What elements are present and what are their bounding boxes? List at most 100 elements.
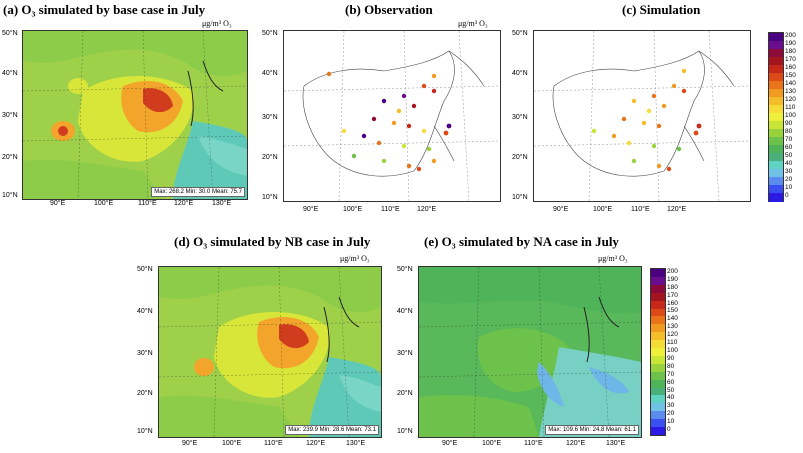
colorbar-tick-label: 200 <box>667 267 678 275</box>
colorbar-tick-label: 140 <box>785 80 796 87</box>
colorbar-tick-label: 150 <box>667 307 678 315</box>
colorbar-tick-label: 80 <box>667 362 675 370</box>
lat-label: 20°N <box>137 390 153 397</box>
panel-c-title: (c) Simulation <box>622 2 701 17</box>
panel-e-lon-labels: 90°E 100°E 110°E 120°E 130°E <box>418 440 640 450</box>
colorbar-tick-label: 150 <box>785 72 796 79</box>
colorbar-tick-label: 100 <box>667 347 678 354</box>
lat-label: 20°N <box>512 154 528 161</box>
colorbar-tick-label: 20 <box>785 176 793 183</box>
colorbar-swatch <box>651 371 665 381</box>
lon-label: 90°E <box>182 440 198 447</box>
colorbar-swatch <box>651 292 665 302</box>
panel-e-title: (e) O₃ simulated by NA case in July <box>424 234 619 249</box>
panel-d-lon-labels: 90°E 100°E 110°E 120°E 130°E <box>158 440 380 450</box>
lon-label: 110°E <box>524 440 543 447</box>
colorbar-bottom-swatches <box>651 269 665 436</box>
colorbar-tick-label: 0 <box>667 426 671 434</box>
panel-a-lat-labels: 50°N 40°N 30°N 20°N 10°N <box>2 30 22 199</box>
panel-d-title: (d) O₃ simulated by NB case in July <box>174 234 371 249</box>
colorbar-tick-label: 110 <box>667 339 678 347</box>
colorbar-swatch <box>769 193 783 202</box>
colorbar-swatch <box>769 57 783 66</box>
colorbar-tick-label: 0 <box>785 192 789 199</box>
colorbar-swatch <box>769 81 783 90</box>
colorbar-swatch <box>769 49 783 58</box>
colorbar-swatch <box>651 395 665 404</box>
colorbar-swatch <box>769 97 783 106</box>
panel-c-lat-labels: 50°N 40°N 30°N 20°N 10°N <box>512 30 532 201</box>
colorbar-swatch <box>651 411 665 420</box>
colorbar-swatch <box>651 332 665 341</box>
colorbar-bottom-labels: 200 190 180 170 160 150 140 130 120 110 100 90 80 70 6… <box>667 268 685 434</box>
colorbar-tick-label: 170 <box>785 56 796 63</box>
lat-label: 10°N <box>262 194 278 201</box>
panel-b-observation-map <box>284 31 500 201</box>
colorbar-swatch <box>651 427 665 436</box>
lon-label: 130°E <box>346 440 366 447</box>
colorbar-top <box>768 32 784 202</box>
colorbar-swatch <box>651 308 665 317</box>
colorbar-swatch <box>651 363 665 373</box>
colorbar-tick-label: 60 <box>785 144 793 151</box>
lon-label: 130°E <box>606 440 626 447</box>
lon-label: 120°E <box>667 206 687 213</box>
panel-a-map: Max: 268.2 Min: 30.0 Mean: 75.7 <box>22 30 248 200</box>
lat-label: 40°N <box>2 70 18 77</box>
lon-label: 100°E <box>94 200 114 207</box>
panel-a-stats: Max: 268.2 Min: 30.0 Mean: 75.7 <box>151 187 245 197</box>
lat-label: 50°N <box>512 30 528 37</box>
lat-label: 20°N <box>2 154 18 161</box>
colorbar-swatch <box>651 387 665 396</box>
colorbar-tick-label: 90 <box>785 120 793 127</box>
colorbar-tick-label: 180 <box>785 48 796 55</box>
panel-d-stats: Max: 239.9 Min: 28.6 Mean: 73.1 <box>285 425 379 435</box>
lat-label: 40°N <box>137 308 153 315</box>
colorbar-swatch <box>769 89 783 98</box>
observation-points <box>326 71 452 172</box>
lat-label: 30°N <box>512 114 528 121</box>
colorbar-tick-label: 20 <box>667 410 675 418</box>
colorbar-swatch <box>769 73 783 82</box>
colorbar-swatch <box>651 316 665 325</box>
colorbar-swatch <box>769 41 783 50</box>
lon-label: 90°E <box>303 206 319 213</box>
panel-e-map: Max: 109.6 Min: 24.8 Mean: 61.1 <box>418 266 642 438</box>
colorbar-tick-label: 170 <box>667 291 678 299</box>
colorbar-tick-label: 180 <box>667 283 678 291</box>
colorbar-bottom <box>650 268 666 436</box>
colorbar-tick-label: 70 <box>785 136 793 143</box>
panel-b-title: (b) Observation <box>345 2 433 17</box>
panel-d-ozone-field <box>159 267 381 437</box>
lon-label: 90°E <box>50 200 66 207</box>
lon-label: 90°E <box>442 440 458 447</box>
lat-label: 40°N <box>512 70 528 77</box>
panel-a-lon-labels: 90°E 100°E 110°E 120°E 130°E <box>22 200 246 210</box>
colorbar-swatch <box>769 121 783 130</box>
panel-b-map <box>283 30 501 202</box>
colorbar-tick-label: 130 <box>785 88 796 95</box>
lon-label: 110°E <box>264 440 283 447</box>
colorbar-swatch <box>769 161 783 170</box>
panel-c-lon-labels: 90°E 100°E 110°E 120°E <box>533 206 749 216</box>
panel-d-map: Max: 239.9 Min: 28.6 Mean: 73.1 <box>158 266 382 438</box>
panel-e-lat-labels: 50°N 40°N 30°N 20°N 10°N <box>397 266 417 436</box>
colorbar-tick-label: 140 <box>667 315 678 323</box>
lat-label: 50°N <box>2 30 18 37</box>
lat-label: 40°N <box>262 70 278 77</box>
lon-label: 120°E <box>566 440 586 447</box>
colorbar-tick-label: 190 <box>667 275 678 283</box>
lon-label: 120°E <box>174 200 194 207</box>
colorbar-swatch <box>651 276 665 286</box>
colorbar-swatch <box>769 177 783 186</box>
colorbar-swatch <box>651 348 665 357</box>
lat-label: 50°N <box>397 266 413 273</box>
colorbar-tick-label: 100 <box>785 112 796 119</box>
colorbar-swatch <box>651 355 665 365</box>
panel-c-simulation-map <box>534 31 750 201</box>
lat-label: 30°N <box>262 114 278 121</box>
colorbar-swatch <box>651 300 665 309</box>
lon-label: 120°E <box>306 440 326 447</box>
lon-label: 90°E <box>553 206 569 213</box>
colorbar-tick-label: 30 <box>785 168 793 175</box>
